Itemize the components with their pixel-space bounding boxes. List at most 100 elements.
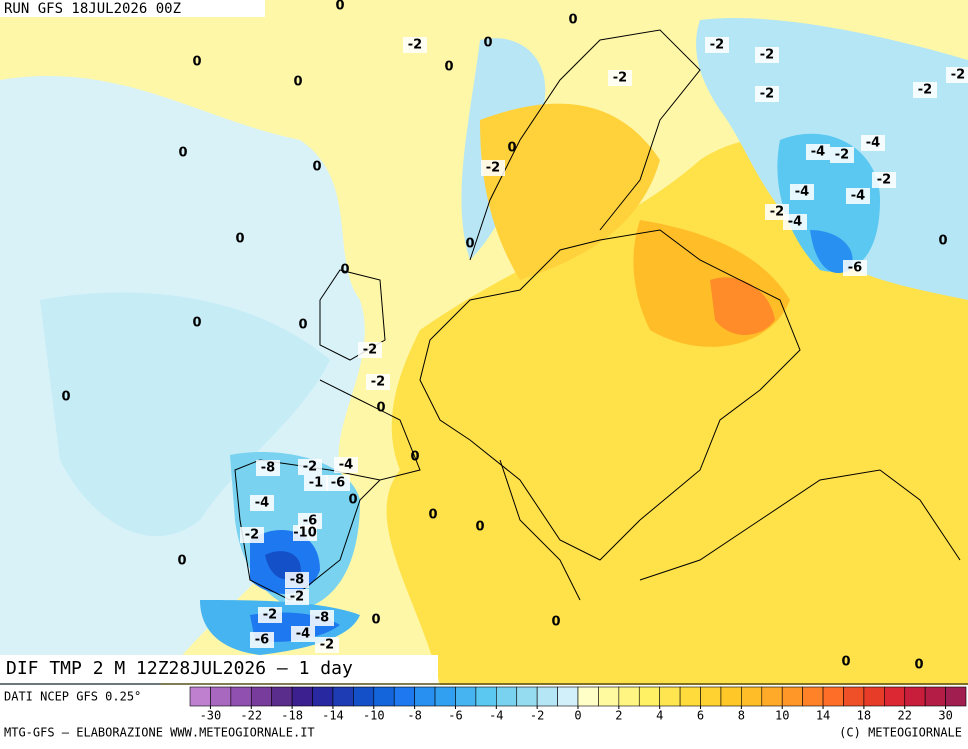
contour-label: 0 bbox=[376, 401, 385, 416]
contour-label: -2 bbox=[770, 205, 784, 220]
contour-label: 0 bbox=[178, 146, 187, 161]
colorbar-tick-label: 14 bbox=[816, 709, 830, 723]
contour-label: -10 bbox=[293, 526, 317, 541]
map-background bbox=[0, 0, 968, 686]
label-box bbox=[872, 172, 896, 188]
contour-label: 0 bbox=[444, 60, 453, 75]
label-box bbox=[481, 160, 505, 176]
colorbar-tick-label: -4 bbox=[489, 709, 503, 723]
colorbar-swatch bbox=[659, 686, 681, 707]
colorbar-tick-label: 30 bbox=[938, 709, 952, 723]
colorbar-swatch bbox=[414, 686, 436, 707]
contour-label: -2 bbox=[710, 38, 724, 53]
contour-label: 0 bbox=[914, 658, 923, 673]
colorbar-swatch bbox=[679, 686, 701, 707]
contour-label: 0 bbox=[465, 237, 474, 252]
label-box bbox=[285, 572, 309, 588]
contour-label: -2 bbox=[303, 460, 317, 475]
colorbar-swatch bbox=[312, 686, 334, 707]
contour-label: 0 bbox=[235, 232, 244, 247]
label-box bbox=[946, 67, 968, 83]
contour-label: 0 bbox=[371, 613, 380, 628]
contour-label: -8 bbox=[315, 611, 329, 626]
colorbar-tick-label: 0 bbox=[574, 709, 581, 723]
colorbar-swatch bbox=[434, 686, 456, 707]
label-box bbox=[755, 86, 779, 102]
contour-label: 0 bbox=[483, 36, 492, 51]
label-box bbox=[250, 495, 274, 511]
contour-label: -2 bbox=[613, 71, 627, 86]
colorbar-tick-label: 6 bbox=[697, 709, 704, 723]
contour-label: -2 bbox=[486, 161, 500, 176]
contour-label: -2 bbox=[951, 68, 965, 83]
colorbar-swatch bbox=[373, 686, 395, 707]
label-box bbox=[755, 47, 779, 63]
colorbar-swatch bbox=[291, 686, 313, 707]
contour-label: 0 bbox=[177, 554, 186, 569]
colorbar-tick-label: -22 bbox=[240, 709, 262, 723]
colorbar-tick-label: -2 bbox=[530, 709, 544, 723]
colorbar-tick-label: 10 bbox=[775, 709, 789, 723]
label-box bbox=[291, 626, 315, 642]
label-box bbox=[240, 527, 264, 543]
contour-label: 0 bbox=[335, 0, 344, 14]
colorbar-tick-label: -10 bbox=[363, 709, 385, 723]
colorbar-swatch bbox=[210, 686, 232, 707]
colorbar-tick-label: -30 bbox=[200, 709, 222, 723]
label-box bbox=[366, 374, 390, 390]
run-label: RUN GFS 18JUL2026 00Z bbox=[4, 1, 181, 17]
colorbar-swatch bbox=[189, 686, 211, 707]
contour-label: 0 bbox=[348, 493, 357, 508]
label-box bbox=[358, 342, 382, 358]
contour-label: -2 bbox=[320, 638, 334, 653]
contour-label: 0 bbox=[410, 450, 419, 465]
contour-label: 0 bbox=[192, 316, 201, 331]
label-box bbox=[830, 147, 854, 163]
contour-label: 0 bbox=[340, 263, 349, 278]
contour-label: -4 bbox=[296, 627, 310, 642]
header-box bbox=[0, 0, 265, 17]
colorbar-tick-label: 2 bbox=[615, 709, 622, 723]
colorbar-swatch bbox=[904, 686, 926, 707]
label-box bbox=[285, 589, 309, 605]
label-box bbox=[298, 459, 322, 475]
contour-label: -4 bbox=[811, 145, 825, 160]
label-box bbox=[843, 260, 867, 276]
contour-label: -2 bbox=[760, 48, 774, 63]
contour-label: 0 bbox=[841, 655, 850, 670]
colorbar-tick-label: 4 bbox=[656, 709, 663, 723]
label-box bbox=[326, 475, 350, 491]
colorbar-swatch bbox=[863, 686, 885, 707]
colorbar-swatch bbox=[638, 686, 660, 707]
colorbar-swatch bbox=[230, 686, 252, 707]
contour-label: -2 bbox=[835, 148, 849, 163]
label-box bbox=[403, 37, 427, 53]
contour-label: -6 bbox=[255, 633, 269, 648]
colorbar-swatch bbox=[353, 686, 375, 707]
contour-label: -2 bbox=[363, 343, 377, 358]
contour-label: -4 bbox=[866, 136, 880, 151]
label-box bbox=[293, 525, 317, 541]
colorbar-swatch bbox=[741, 686, 763, 707]
colorbar-swatch bbox=[618, 686, 640, 707]
contour-label: -4 bbox=[795, 185, 809, 200]
label-box bbox=[806, 144, 830, 160]
label-box bbox=[250, 632, 274, 648]
contour-label: -6 bbox=[331, 476, 345, 491]
contour-label: 0 bbox=[61, 390, 70, 405]
contour-label: 0 bbox=[298, 318, 307, 333]
colorbar-swatch bbox=[250, 686, 272, 707]
colorbar-swatch bbox=[884, 686, 906, 707]
colorbar-tick-label: 22 bbox=[898, 709, 912, 723]
colorbar-swatch bbox=[924, 686, 946, 707]
colorbar-tick-label: -14 bbox=[322, 709, 344, 723]
label-box bbox=[258, 607, 282, 623]
contour-label: -2 bbox=[290, 590, 304, 605]
contour-label: -4 bbox=[851, 189, 865, 204]
contour-label: 0 bbox=[312, 160, 321, 175]
colorbar-swatch bbox=[475, 686, 497, 707]
label-box bbox=[256, 460, 280, 476]
label-box bbox=[608, 70, 632, 86]
label-box bbox=[790, 184, 814, 200]
